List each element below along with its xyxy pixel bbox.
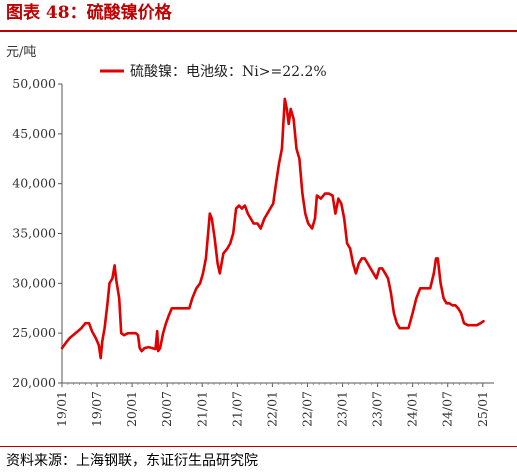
x-tick-label: 21/07 [229,391,244,427]
title-rule [0,30,517,32]
legend-label: 硫酸镍：电池级：Ni>=22.2% [130,64,327,80]
x-tick-label: 23/07 [370,391,385,427]
x-tick-label: 20/07 [159,391,174,427]
x-tick-label: 23/01 [335,391,350,427]
x-tick-label: 24/07 [440,391,455,427]
y-tick-label: 50,000 [12,76,56,91]
axes [61,84,494,384]
x-tick-label: 20/01 [124,391,139,427]
x-tick-label: 24/01 [405,391,420,427]
y-tick-label: 35,000 [12,226,56,241]
y-unit-label: 元/吨 [6,45,36,60]
x-axis-ticks: 19/01 19/07 20/01 20/07 21/01 21/07 22/01 22/07… [54,383,490,427]
source-note: 资料来源：上海钢联，东证衍生品研究院 [6,453,258,469]
y-tick-label: 30,000 [12,275,56,290]
x-tick-label: 22/07 [299,391,314,427]
series-line [60,97,485,360]
x-tick-label: 22/01 [264,391,279,427]
y-axis-ticks: 20,000 25,000 30,000 35,000 40,000 45,000 50,0… [12,76,62,390]
figure-title: 图表 48：硫酸镍价格 [6,3,172,23]
x-tick-label: 21/01 [194,391,209,427]
y-tick-label: 45,000 [12,126,56,141]
x-tick-label: 25/01 [475,391,490,427]
legend: 硫酸镍：电池级：Ni>=22.2% [100,64,327,80]
source-rule [0,446,517,447]
x-tick-label: 19/01 [54,391,69,427]
y-tick-label: 20,000 [12,375,56,390]
x-tick-label: 19/07 [89,391,104,427]
line-chart: 元/吨 硫酸镍：电池级：Ni>=22.2% 20,000 25,000 30,000… [6,45,494,427]
y-tick-label: 40,000 [12,176,56,191]
y-tick-label: 25,000 [12,325,56,340]
